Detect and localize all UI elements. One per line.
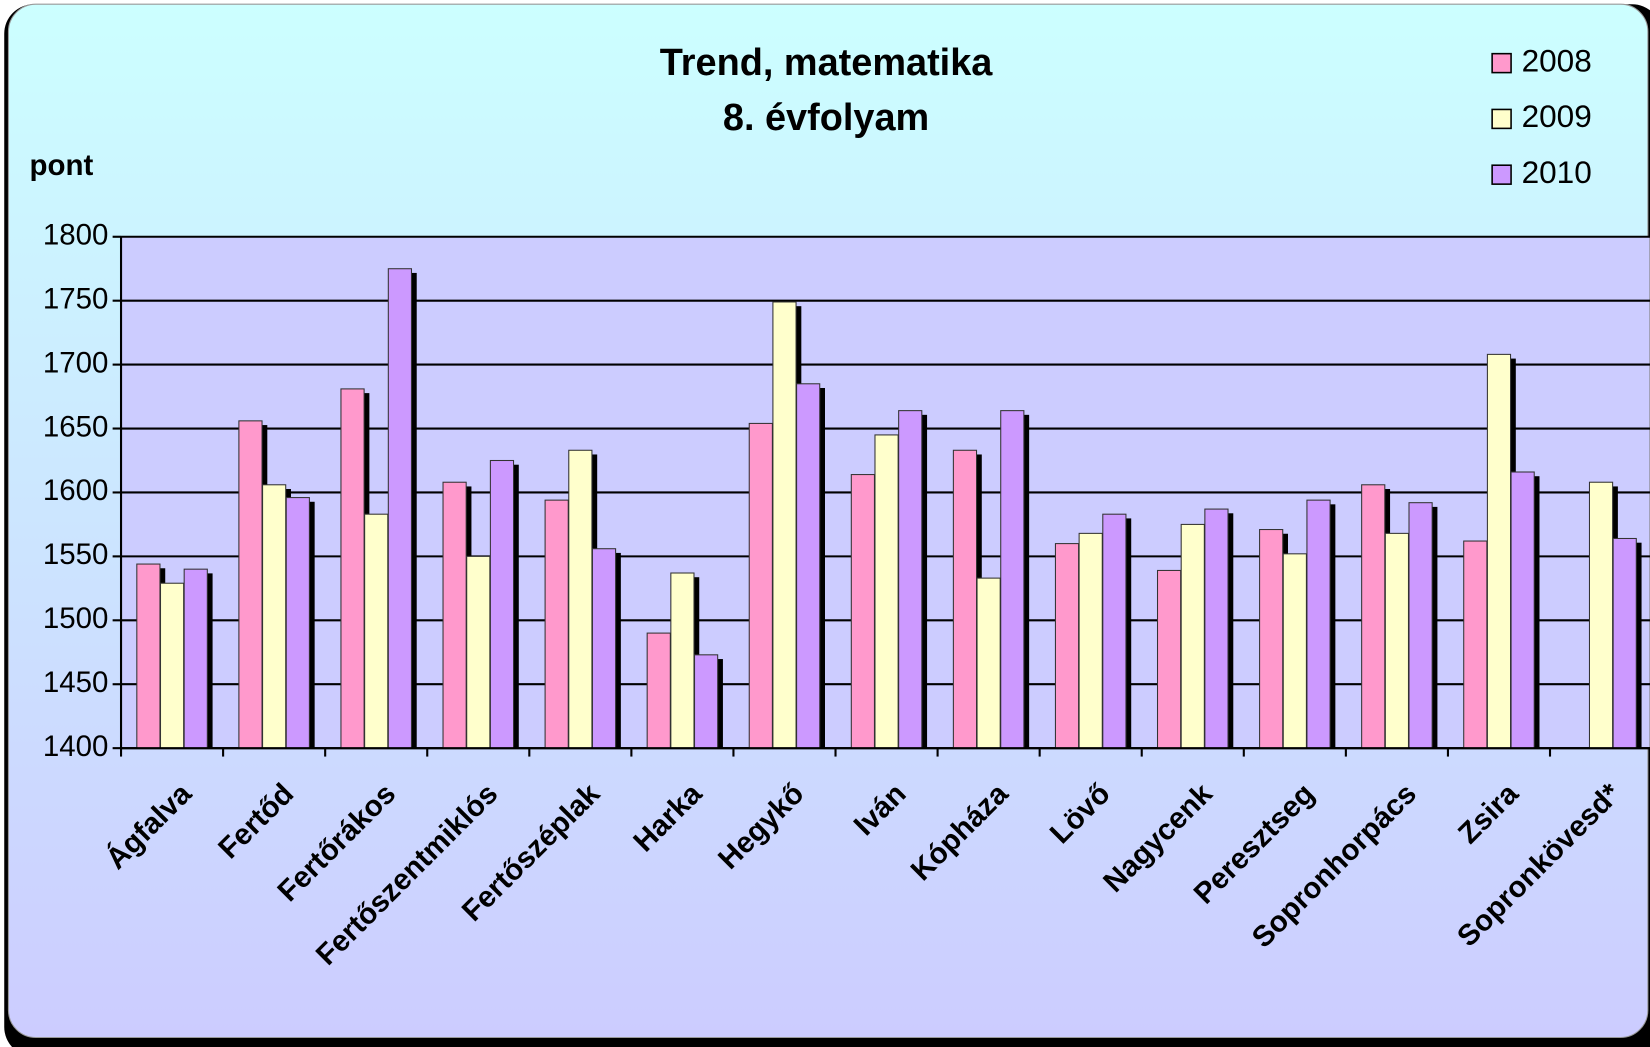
bar bbox=[159, 582, 185, 749]
y-tick-label: 1800 bbox=[43, 219, 109, 252]
bar bbox=[1078, 532, 1103, 749]
bar bbox=[544, 499, 569, 749]
y-tick-label: 1500 bbox=[43, 602, 109, 635]
bar bbox=[1204, 508, 1229, 749]
y-tick-label: 1750 bbox=[43, 282, 109, 315]
bar bbox=[183, 568, 208, 749]
bar bbox=[466, 555, 491, 749]
bar bbox=[285, 497, 310, 749]
bar bbox=[262, 484, 287, 749]
bar bbox=[1361, 484, 1386, 749]
bar bbox=[1102, 513, 1127, 749]
bar bbox=[364, 513, 389, 749]
y-tick-label: 1650 bbox=[43, 410, 109, 443]
legend-label: 2009 bbox=[1522, 98, 1592, 134]
legend-swatch bbox=[1491, 52, 1512, 74]
legend-label: 2010 bbox=[1522, 154, 1592, 190]
y-axis-label: pont bbox=[29, 149, 93, 182]
y-tick-label: 1600 bbox=[43, 474, 109, 507]
y-tick-label: 1700 bbox=[43, 346, 109, 379]
bar bbox=[646, 632, 671, 749]
legend-swatch bbox=[1491, 108, 1512, 130]
bar bbox=[693, 654, 719, 749]
bar bbox=[1180, 523, 1205, 749]
bar bbox=[489, 459, 515, 749]
bar bbox=[238, 420, 263, 749]
bar bbox=[1306, 499, 1331, 749]
bar bbox=[748, 422, 773, 749]
legend-label: 2008 bbox=[1522, 42, 1592, 78]
bar bbox=[1486, 353, 1512, 749]
bar bbox=[591, 548, 617, 749]
y-tick-label: 1550 bbox=[43, 538, 109, 571]
y-tick-label: 1400 bbox=[43, 730, 109, 763]
bar bbox=[976, 577, 1001, 749]
bar bbox=[1384, 532, 1410, 749]
bar bbox=[772, 301, 797, 749]
bar bbox=[136, 563, 161, 749]
bar bbox=[568, 449, 593, 749]
bar bbox=[952, 449, 978, 749]
chart-subtitle: 8. évfolyam bbox=[723, 97, 929, 139]
bar bbox=[1000, 410, 1025, 749]
bar bbox=[898, 410, 923, 749]
bar bbox=[1588, 481, 1614, 749]
bar bbox=[1612, 537, 1637, 749]
bar bbox=[850, 474, 875, 749]
bar bbox=[1282, 553, 1307, 749]
bar bbox=[1510, 471, 1535, 749]
bar bbox=[1054, 543, 1080, 749]
y-tick-label: 1450 bbox=[43, 666, 109, 699]
bar bbox=[1156, 569, 1182, 749]
bar bbox=[874, 434, 899, 749]
bar bbox=[340, 388, 365, 749]
bar bbox=[1259, 529, 1284, 749]
legend-swatch bbox=[1491, 164, 1512, 185]
bar bbox=[1408, 502, 1433, 749]
bar bbox=[442, 481, 467, 749]
chart-title: Trend, matematika bbox=[660, 42, 994, 84]
bar bbox=[1463, 540, 1488, 749]
bar bbox=[796, 383, 821, 749]
bar bbox=[670, 572, 695, 749]
bar bbox=[387, 268, 412, 749]
